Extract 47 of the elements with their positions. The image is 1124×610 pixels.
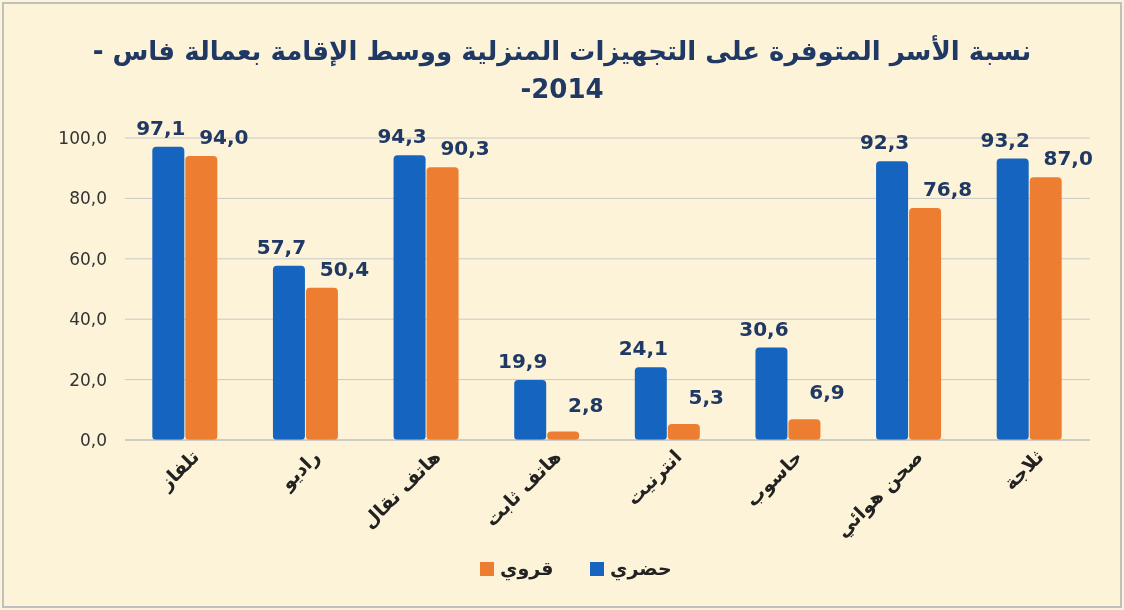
- data-label: 50,4: [319, 256, 370, 281]
- bar: [185, 156, 218, 440]
- x-tick-label: تلفاز: [153, 445, 204, 496]
- x-tick-label: صحن هوائي: [830, 445, 928, 542]
- data-label: 19,9: [498, 348, 548, 373]
- bar: [876, 161, 909, 440]
- legend-label: حضري: [610, 557, 672, 581]
- data-label: 6,9: [809, 380, 845, 405]
- x-tick-label: حاسوب: [740, 445, 807, 512]
- bar: [514, 379, 547, 440]
- bar: [634, 367, 667, 440]
- y-tick-label: 0,0: [79, 430, 107, 450]
- x-tick-label: ثلاجة: [998, 445, 1048, 494]
- data-label: 24,1: [618, 336, 668, 361]
- x-tick-label: انترنيت: [621, 445, 687, 510]
- bar: [1029, 177, 1062, 440]
- data-label: 76,8: [922, 177, 973, 202]
- data-label: 94,3: [377, 124, 427, 149]
- x-tick-label: هاتف نقال: [357, 445, 445, 533]
- bar: [426, 167, 459, 440]
- data-label: 92,3: [859, 130, 910, 155]
- bar: [667, 423, 700, 440]
- bar: [996, 158, 1029, 440]
- data-label: 87,0: [1043, 146, 1093, 171]
- y-tick-label: 60,0: [69, 248, 107, 269]
- bar: [272, 265, 305, 440]
- x-tick-label: راديو: [274, 445, 325, 495]
- bar: [305, 287, 338, 440]
- data-label: 97,1: [136, 115, 186, 140]
- data-label: 94,0: [199, 125, 249, 150]
- y-tick-label: 100,0: [58, 128, 107, 148]
- data-label: 30,6: [739, 316, 789, 341]
- bar: [393, 155, 426, 440]
- x-tick-label: هاتف ثابت: [480, 445, 566, 531]
- data-label: 90,3: [440, 136, 490, 161]
- legend-label: قروي: [500, 557, 554, 581]
- data-label: 57,7: [256, 234, 307, 259]
- data-label: 5,3: [688, 384, 725, 409]
- bar: [788, 419, 821, 440]
- bar: [152, 146, 185, 440]
- y-tick-label: 80,0: [69, 188, 107, 209]
- bar: [909, 208, 942, 440]
- bar: [755, 347, 788, 440]
- data-label: 2,8: [567, 392, 604, 417]
- y-tick-label: 40,0: [69, 309, 107, 330]
- data-label: 93,2: [980, 127, 1030, 152]
- y-tick-label: 20,0: [69, 369, 107, 390]
